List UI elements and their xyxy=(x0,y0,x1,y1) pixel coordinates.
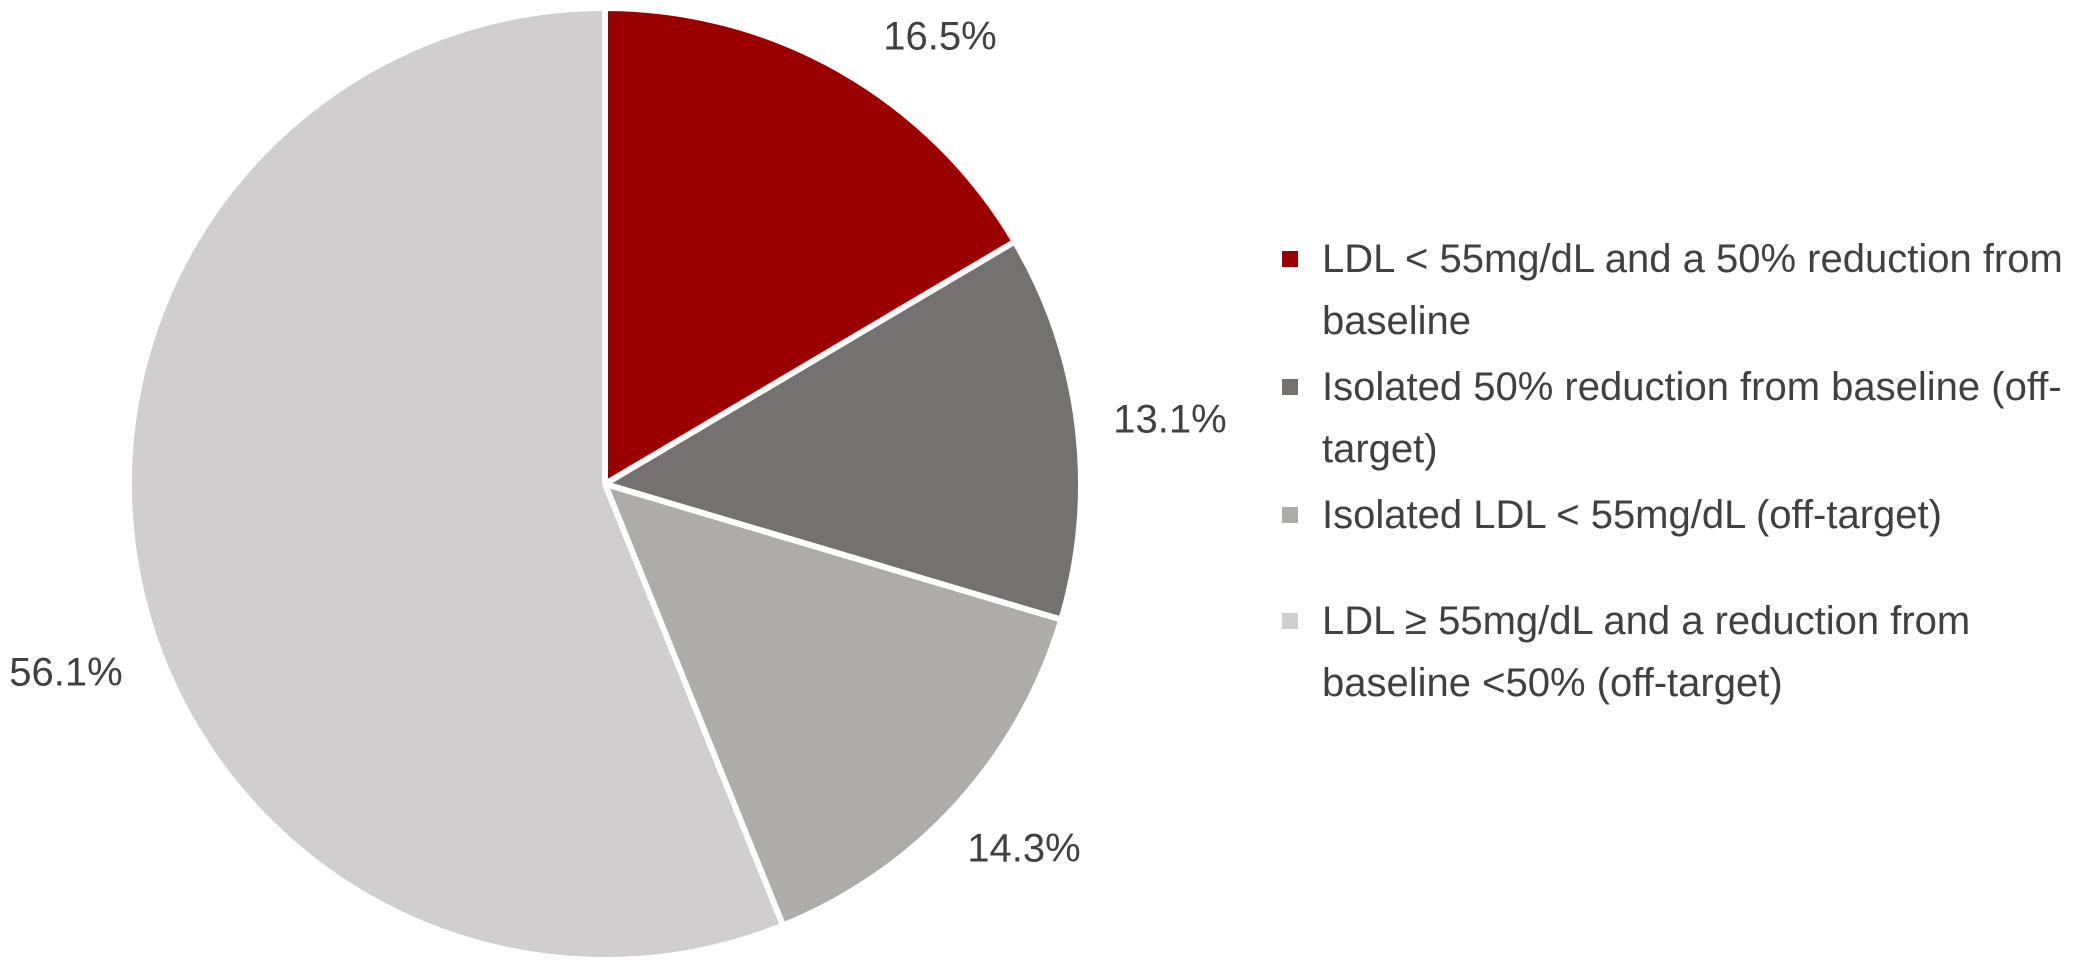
legend-swatch xyxy=(1282,507,1298,523)
slice-isolated-ldl xyxy=(602,481,1065,929)
data-label: 16.5% xyxy=(883,15,996,59)
legend-label: LDL < 55mg/dL and a 50% reduction from b… xyxy=(1322,237,2063,343)
pie-slices xyxy=(126,5,1084,960)
data-label: 13.1% xyxy=(1113,398,1226,442)
legend-entry-on-target: LDL < 55mg/dL and a 50% reduction from b… xyxy=(1282,228,2082,352)
legend-swatch xyxy=(1282,379,1298,395)
slice-on-target xyxy=(602,5,1018,487)
legend-entry-isolated-ldl: Isolated LDL < 55mg/dL (off-target) xyxy=(1282,484,2082,546)
legend-entry-off-target-both: LDL ≥ 55mg/dL and a reduction from basel… xyxy=(1282,590,2082,714)
data-label: 14.3% xyxy=(967,827,1080,871)
legend-label: Isolated LDL < 55mg/dL (off-target) xyxy=(1322,493,1942,537)
legend: LDL < 55mg/dL and a 50% reduction from b… xyxy=(1282,228,2082,714)
slice-off-target-both xyxy=(126,5,787,960)
legend-entry-isolated-reduction: Isolated 50% reduction from baseline (of… xyxy=(1282,356,2082,480)
legend-label: Isolated 50% reduction from baseline (of… xyxy=(1322,365,2062,471)
slice-isolated-reduction xyxy=(602,238,1084,623)
legend-label: LDL ≥ 55mg/dL and a reduction from basel… xyxy=(1322,599,1971,705)
legend-swatch xyxy=(1282,251,1298,267)
legend-swatch xyxy=(1282,613,1298,629)
pie-data-labels: 16.5% 13.1% 14.3% 56.1% xyxy=(9,15,1226,871)
data-label: 56.1% xyxy=(9,651,122,695)
